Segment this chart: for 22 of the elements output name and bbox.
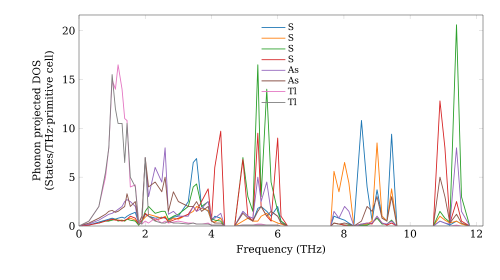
y-axis-title: Phonon projected DOS (States/THz·primitive cell) [32, 51, 55, 190]
x-tick-label: 8 [341, 230, 347, 238]
y-tick-label: 15 [63, 76, 74, 84]
legend-label: Tl [288, 98, 296, 106]
legend-label: As [288, 76, 298, 84]
x-tick-label: 0 [76, 230, 82, 238]
legend-label: S [288, 56, 294, 62]
y-tick-label: 0 [69, 222, 75, 230]
x-tick-label: 2 [142, 230, 148, 238]
y-tick-label: 20 [62, 26, 75, 35]
x-tick-label: 4 [208, 230, 214, 238]
x-tick-label: 12 [471, 230, 482, 238]
x-axis-title: Frequency (THz) [236, 244, 326, 256]
legend-label: As [288, 66, 298, 73]
y-tick-label: 5 [70, 173, 75, 182]
legend-label: S [288, 44, 294, 52]
legend-label: S [288, 23, 294, 30]
legend-label: Tl [288, 87, 296, 94]
legend-label: S [288, 34, 294, 41]
x-tick-label: 6 [275, 230, 280, 238]
y-tick-label: 10 [63, 124, 75, 132]
x-tick-label: 10 [404, 230, 416, 238]
